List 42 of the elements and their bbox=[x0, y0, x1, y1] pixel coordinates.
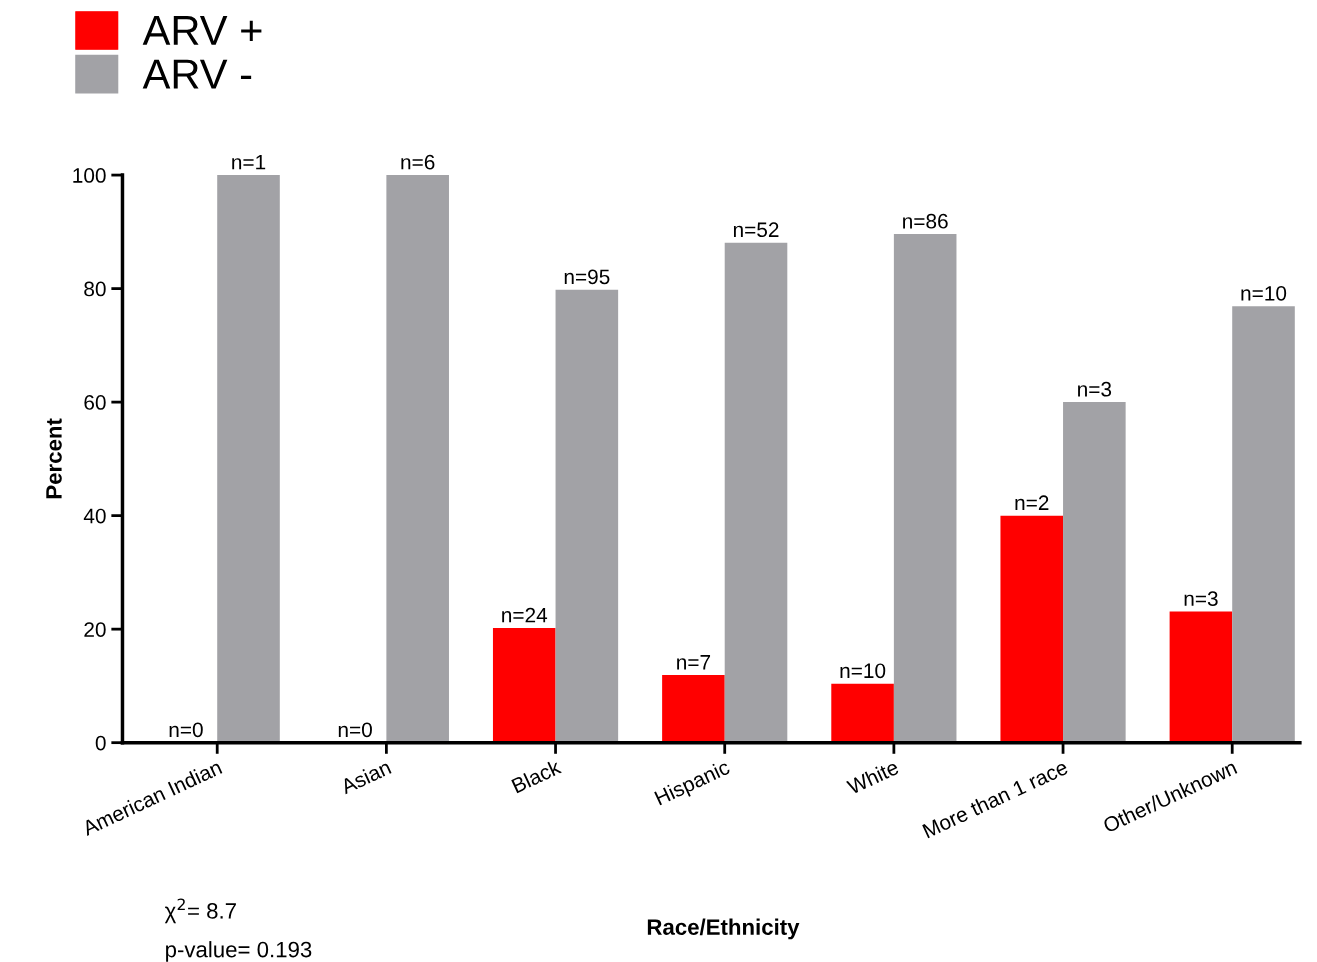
annotation: n=3 bbox=[1078, 381, 1112, 397]
annotation: n=7 bbox=[677, 655, 711, 670]
x-tick-label: Asian bbox=[339, 759, 392, 795]
annotation: n=3 bbox=[1184, 591, 1218, 607]
annotation: n=10 bbox=[840, 663, 886, 679]
annotation: n=0 bbox=[338, 722, 372, 738]
x-tick-label: Black bbox=[510, 758, 563, 794]
text: χ$^{2}$= 8.7 bbox=[164, 898, 236, 924]
bar bbox=[555, 289, 619, 743]
x-tick-label: More than 1 race bbox=[921, 759, 1069, 839]
bar bbox=[217, 175, 280, 743]
bar bbox=[831, 683, 894, 743]
y-tick-label: 100 bbox=[73, 168, 106, 183]
annotation: n=86 bbox=[903, 213, 948, 229]
y-tick-label: 40 bbox=[83, 508, 106, 524]
annotation: n=10 bbox=[1241, 285, 1287, 301]
legend-label: ARV - bbox=[142, 59, 252, 89]
y-axis-title: Percent bbox=[46, 418, 62, 499]
annotation: n=1 bbox=[232, 155, 266, 170]
bar bbox=[662, 675, 725, 743]
annotation: n=0 bbox=[169, 722, 203, 738]
bar bbox=[492, 628, 556, 743]
legend-label: ARV + bbox=[142, 16, 262, 45]
y-tick-label: 0 bbox=[95, 735, 106, 751]
x-tick-label: White bbox=[845, 759, 900, 795]
y-tick-label: 20 bbox=[84, 622, 106, 637]
y-tick-label: 80 bbox=[84, 281, 106, 297]
bar bbox=[1000, 515, 1064, 743]
annotation: n=2 bbox=[1015, 495, 1049, 510]
text: p-value= 0.193 bbox=[166, 941, 312, 962]
annotation: n=95 bbox=[564, 269, 610, 285]
bar bbox=[386, 175, 449, 743]
annotation: n=6 bbox=[401, 154, 435, 170]
y-tick-label: 60 bbox=[84, 395, 106, 410]
annotation: n=52 bbox=[733, 222, 779, 238]
x-axis-title: Race/Ethnicity bbox=[647, 918, 800, 940]
bar bbox=[724, 242, 788, 743]
bar bbox=[1063, 402, 1126, 743]
annotation: n=24 bbox=[502, 607, 548, 623]
bar bbox=[1169, 611, 1233, 743]
bar bbox=[1232, 306, 1295, 743]
bar bbox=[893, 234, 957, 743]
